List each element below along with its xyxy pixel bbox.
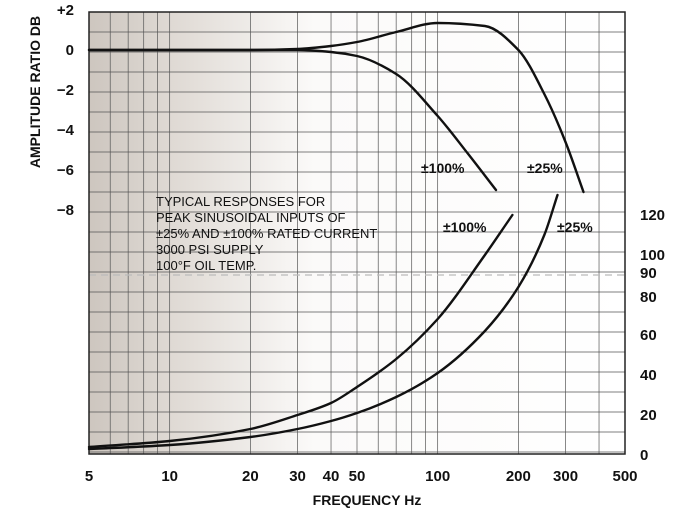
series-line-amplitude-b bbox=[87, 48, 498, 192]
y-left-tick-label: −2 bbox=[57, 82, 74, 99]
y-left-tick-label: −8 bbox=[57, 202, 74, 219]
note-line: ±25% AND ±100% RATED CURRENT bbox=[156, 226, 377, 241]
note-line: 100°F OIL TEMP. bbox=[156, 258, 256, 273]
note-line: 3000 PSI SUPPLY bbox=[156, 242, 264, 257]
x-tick-label: 30 bbox=[289, 468, 306, 485]
grid-lines bbox=[89, 12, 625, 454]
x-tick-label: 5 bbox=[85, 468, 93, 485]
y-right-tick-label: 100 bbox=[640, 247, 665, 264]
curve-label-phase-25: ±25% bbox=[557, 219, 593, 235]
y-right-tick-label: 90 bbox=[640, 265, 657, 282]
plot-frame bbox=[88, 11, 626, 455]
y-right-tick-label: 60 bbox=[640, 327, 657, 344]
y-right-tick-label: 0 bbox=[640, 447, 648, 464]
x-tick-label: 10 bbox=[161, 468, 178, 485]
y-left-tick-label: +2 bbox=[57, 2, 74, 19]
y-right-tick-label: 80 bbox=[640, 289, 657, 306]
curve-label-amplitude-100: ±100% bbox=[421, 160, 465, 176]
x-tick-label: 20 bbox=[242, 468, 259, 485]
x-tick-label: 300 bbox=[553, 468, 578, 485]
y-right-tick-label: 120 bbox=[640, 207, 665, 224]
y-right-tick-label: 40 bbox=[640, 367, 657, 384]
note-line: PEAK SINUSOIDAL INPUTS OF bbox=[156, 210, 346, 225]
series-curves bbox=[87, 21, 585, 451]
note-line: TYPICAL RESPONSES FOR bbox=[156, 194, 325, 209]
y-left-tick-label: −6 bbox=[57, 162, 74, 179]
curve-label-amplitude-25: ±25% bbox=[527, 160, 563, 176]
y-left-tick-label: 0 bbox=[66, 42, 74, 59]
curve-label-phase-100: ±100% bbox=[443, 219, 487, 235]
y-axis-title: AMPLITUDE RATIO DB bbox=[27, 16, 43, 168]
x-axis-title: FREQUENCY Hz bbox=[313, 492, 422, 508]
y-right-tick-label: 20 bbox=[640, 407, 657, 424]
series-line-phase-b bbox=[87, 193, 559, 451]
x-tick-label: 200 bbox=[506, 468, 531, 485]
chart-note: TYPICAL RESPONSES FOR PEAK SINUSOIDAL IN… bbox=[156, 194, 377, 273]
x-tick-label: 500 bbox=[612, 468, 637, 485]
series-line-phase-a bbox=[87, 213, 514, 449]
x-tick-label: 50 bbox=[349, 468, 366, 485]
x-tick-label: 100 bbox=[425, 468, 450, 485]
y-left-tick-label: −4 bbox=[57, 122, 75, 139]
tick-labels: 5 10 20 30 40 50 100 200 300 500 +2 0 −2 −4 −6 −8 0 20 40 6… bbox=[57, 2, 665, 485]
x-tick-label: 40 bbox=[323, 468, 340, 485]
